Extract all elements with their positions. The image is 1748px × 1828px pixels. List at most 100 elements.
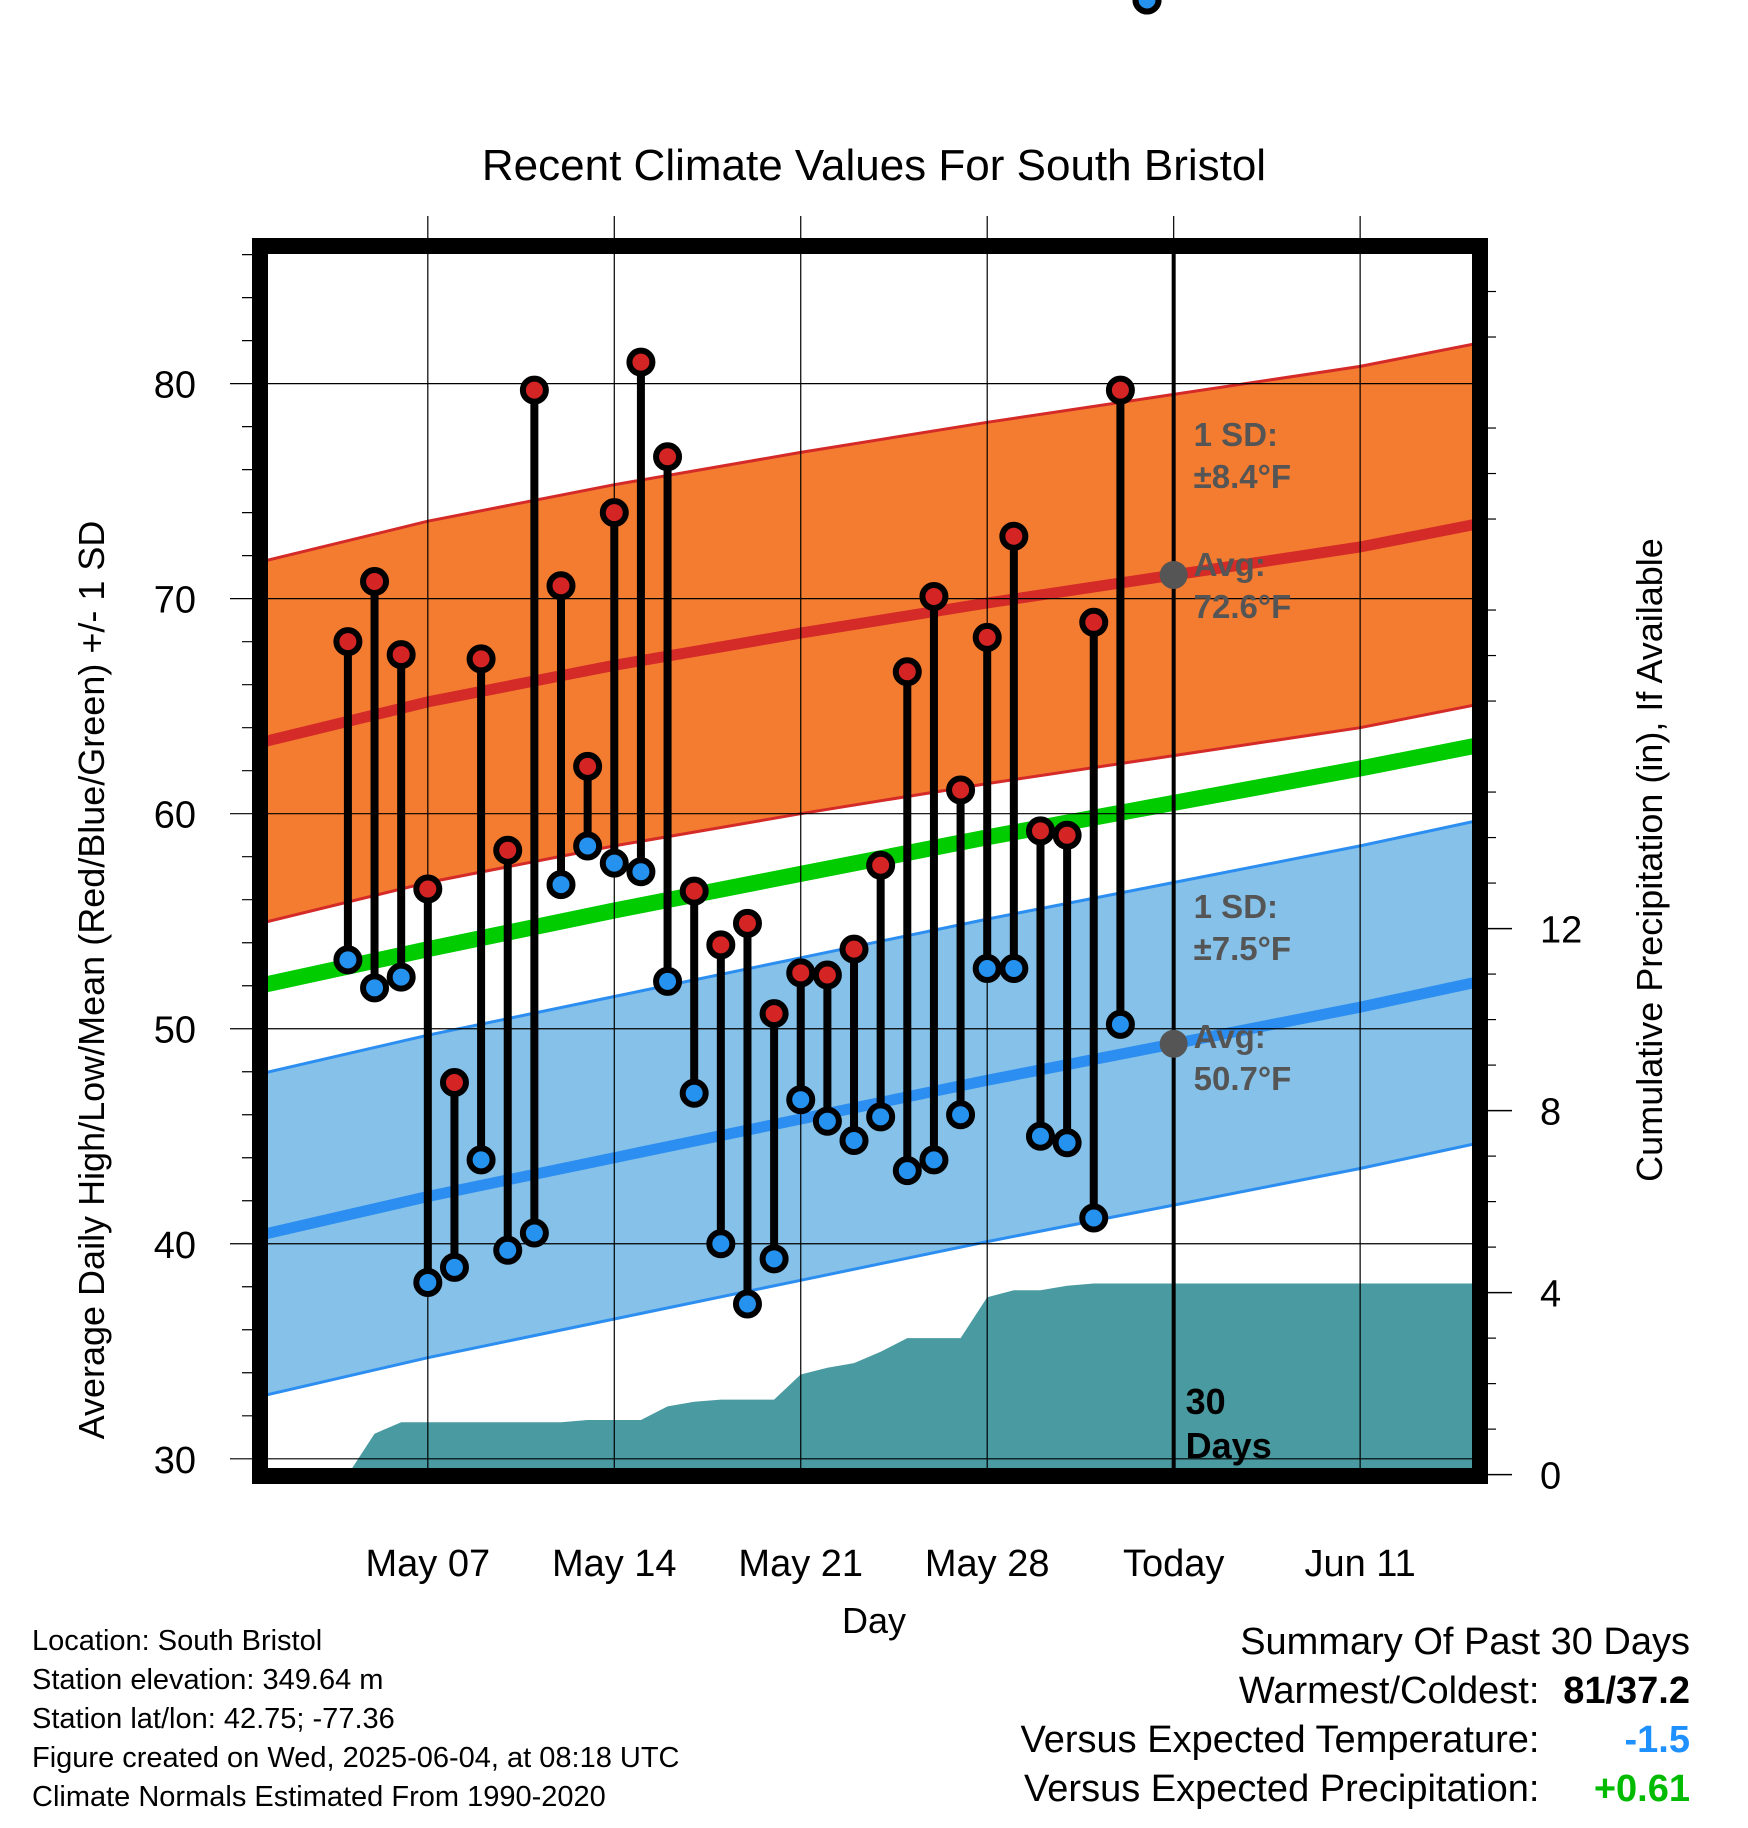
period-annotation: 30 Days <box>1186 1381 1272 1466</box>
summary-temperature: Versus Expected Temperature: -1.5 <box>1021 1716 1690 1765</box>
y-left-tick-label-4: 70 <box>154 580 196 622</box>
daily-low-point <box>1025 1121 1055 1151</box>
warm-cold-label: Warmest/Coldest: <box>1238 1670 1540 1712</box>
daily-high-point <box>946 775 976 805</box>
plot-frame <box>252 238 1488 1484</box>
daily-high-point <box>626 347 656 377</box>
high-band-lower-edge <box>260 702 1480 925</box>
y-axis-left-label: Average Daily High/Low/Mean (Red/Blue/Gr… <box>71 521 112 1440</box>
coldest-value: 37.2 <box>1616 1670 1690 1712</box>
daily-low-point <box>786 1085 816 1115</box>
daily-low-point <box>493 1235 523 1265</box>
daily-high-point <box>1079 607 1109 637</box>
y-right-tick-label-1: 4 <box>1540 1274 1561 1316</box>
daily-high-point <box>546 571 576 601</box>
summary-warm-cold: Warmest/Coldest: 81/37.2 <box>1021 1667 1690 1716</box>
x-axis-label: Day <box>842 1600 906 1641</box>
daily-high-point <box>573 751 603 781</box>
daily-low-point <box>999 954 1029 984</box>
avg-low-line <box>260 976 1480 1241</box>
summary-heading: Summary Of Past 30 Days <box>1240 1621 1690 1663</box>
y-left-tick-label-5: 80 <box>154 365 196 407</box>
daily-low-point <box>653 966 683 996</box>
avg-mean-line <box>260 737 1480 994</box>
daily-low-point <box>1132 0 1162 15</box>
created-text: Figure created on Wed, 2025-06-04, at 08… <box>32 1742 680 1774</box>
today-avg-low-marker <box>1159 1029 1188 1058</box>
daily-high-point <box>653 442 683 472</box>
y-right-tick-label-3: 12 <box>1540 910 1582 952</box>
x-tick-label-3: May 28 <box>925 1543 1050 1585</box>
y-axis-right-label: Cumulative Precipitation (in), If Availa… <box>1629 538 1670 1182</box>
daily-high-point <box>493 835 523 865</box>
high-sd-band <box>260 342 1480 924</box>
daily-low-point <box>439 1252 469 1282</box>
daily-low-point <box>892 1156 922 1186</box>
summary-precipitation: Versus Expected Precipitation: +0.61 <box>1021 1765 1690 1814</box>
daily-high-point <box>919 582 949 612</box>
daily-low-point <box>386 962 416 992</box>
warm-cold-value: 81/37.2 <box>1550 1667 1690 1716</box>
high-sd-annotation: 1 SD: ±8.4°F <box>1194 416 1291 495</box>
daily-high-point <box>413 874 443 904</box>
x-tick-label-4: Today <box>1123 1543 1224 1585</box>
daily-low-point <box>546 870 576 900</box>
daily-low-point <box>466 1145 496 1175</box>
warm-cold-separator: / <box>1605 1670 1617 1712</box>
temp-label: Versus Expected Temperature: <box>1020 1719 1540 1761</box>
daily-low-point <box>333 945 363 975</box>
daily-low-point <box>679 1078 709 1108</box>
daily-low-point <box>1105 1009 1135 1039</box>
daily-low-point <box>706 1229 736 1259</box>
daily-low-point <box>573 831 603 861</box>
daily-low-point <box>413 1267 443 1297</box>
precip-label: Versus Expected Precipitation: <box>1024 1768 1540 1810</box>
precip-value: +0.61 <box>1593 1768 1690 1810</box>
warmest-value: 81 <box>1563 1670 1606 1712</box>
elevation-text: Station elevation: 349.64 m <box>32 1664 384 1696</box>
y-left-tick-label-1: 40 <box>154 1225 196 1267</box>
avg-high-line <box>260 518 1480 749</box>
daily-high-point <box>972 622 1002 652</box>
daily-low-point <box>626 857 656 887</box>
y-right-tick-label-0: 0 <box>1540 1456 1561 1498</box>
daily-low-point <box>1079 1203 1109 1233</box>
daily-low-point <box>1052 1128 1082 1158</box>
daily-low-point <box>360 973 390 1003</box>
daily-low-point <box>839 1126 869 1156</box>
daily-low-point <box>919 1145 949 1175</box>
y-right-tick-label-2: 8 <box>1540 1092 1561 1134</box>
daily-high-point <box>519 375 549 405</box>
latlon-text: Station lat/lon: 42.75; -77.36 <box>32 1703 395 1735</box>
y-left-tick-label-3: 60 <box>154 795 196 837</box>
daily-low-point <box>732 1289 762 1319</box>
daily-high-point <box>706 930 736 960</box>
daily-high-point <box>1105 375 1135 405</box>
chart-title: Recent Climate Values For South Bristol <box>482 141 1266 190</box>
y-left-tick-label-0: 30 <box>154 1440 196 1482</box>
daily-high-point <box>679 876 709 906</box>
daily-high-point <box>839 934 869 964</box>
x-tick-label-1: May 14 <box>552 1543 677 1585</box>
today-avg-high-marker <box>1159 561 1188 590</box>
daily-high-point <box>360 566 390 596</box>
daily-low-point <box>946 1100 976 1130</box>
station-info: Location: South Bristol Station elevatio… <box>32 1622 680 1817</box>
daily-high-point <box>892 657 922 687</box>
normals-text: Climate Normals Estimated From 1990-2020 <box>32 1781 606 1813</box>
daily-high-point <box>786 958 816 988</box>
daily-high-point <box>866 850 896 880</box>
daily-high-point <box>599 498 629 528</box>
low-avg-annotation: Avg: 50.7°F <box>1194 1018 1292 1097</box>
high-band-upper-edge <box>260 341 1480 564</box>
daily-low-point <box>759 1244 789 1274</box>
daily-high-point <box>386 640 416 670</box>
daily-high-point <box>812 960 842 990</box>
daily-high-point <box>439 1067 469 1097</box>
daily-high-point <box>759 999 789 1029</box>
temp-value: -1.5 <box>1624 1719 1690 1761</box>
daily-low-point <box>812 1106 842 1136</box>
daily-high-point <box>732 908 762 938</box>
daily-low-point <box>972 954 1002 984</box>
